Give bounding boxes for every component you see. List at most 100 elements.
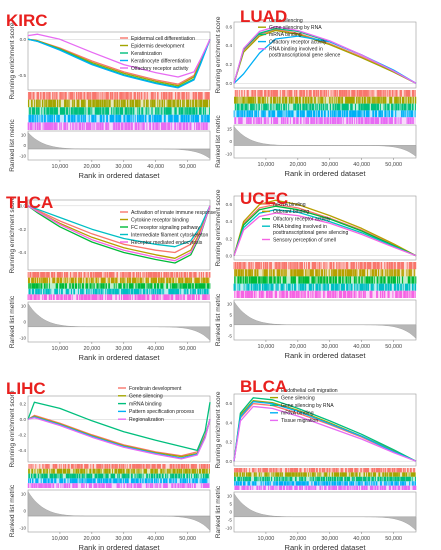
enrichment-plot-frame [27,395,211,463]
x-tick-label: 30,000 [321,162,338,168]
panel-luad: 0.6 0.4 0.2 0.0 15 0 -10 10,000 20,000 30,000 40,0… [215,7,417,178]
series-line-1 [27,205,211,254]
metric-plot-frame [27,489,211,533]
panel-thca: 0.0 -0.2 -0.4 10 0 -10 10,000 20,000 30,000 40,00… [6,193,216,362]
x-tick-label: 10,000 [52,536,69,542]
hit-band-3 [28,107,210,115]
metric-axis-label: Ranked list metric [9,484,16,537]
x-tick-label: 50,000 [179,164,196,170]
metric-axis-label: Ranked list metric [215,115,222,168]
metric-tick-label: 10 [227,302,233,307]
metric-tick-label: -10 [19,526,26,531]
panel-lihc: 0.2 0.0 -0.2 -0.4 10 0 -10 10,000 20,000 30,000 40… [6,379,211,550]
series-line-2 [233,199,417,257]
metric-tick-label: -5 [228,334,233,339]
metric-tick-label: 5 [229,312,232,317]
legend-label-2: Gene silencing by RNA [269,25,322,31]
panel-blca: 0.6 0.4 0.2 0.0 10 5 0 -5 -10 10,000 20,000 30,000 4… [215,377,417,550]
series-line-5 [27,205,211,262]
x-tick-label: 40,000 [353,162,370,168]
legend-label-5-cont: posttranscriptional gene silence [269,52,341,58]
metric-plot-frame [233,491,417,533]
y-tick-label: 0.2 [226,62,233,67]
cancer-label: THCA [6,193,53,212]
metric-tick-label: -10 [225,152,232,157]
legend-label-1: Endothelial cell migration [281,388,338,394]
metric-tick-label: 15 [227,127,233,132]
hit-ticks-4 [233,110,416,118]
y-tick-label: -0.4 [18,250,26,255]
legend-label-4: Olfactory receptor activity [269,39,327,45]
legend-label-2: Cytokine receptor binding [131,217,189,223]
series-line-4 [27,38,211,89]
metric-plot-frame [233,124,417,159]
legend-label-1: Forebrain development [129,386,182,392]
metric-tick-label: 10 [21,492,27,497]
legend-label-1: mRNA binding [273,202,306,208]
legend-label-3: FC receptor signaling pathway [131,225,200,231]
hit-ticks-4 [234,481,416,486]
series-line-4 [233,209,417,257]
x-tick-label: 50,000 [385,536,402,542]
legend-label-3: Gene silencing by RNA [281,403,334,409]
panel-ucec: 0.6 0.4 0.2 0.0 10 5 0 -5 10,000 20,000 30,000 40,0… [215,189,417,360]
y-tick-label: 0.4 [226,43,233,48]
metric-tick-label: 0 [229,139,232,144]
metric-tick-label: 10 [21,304,27,309]
x-tick-label: 40,000 [147,346,164,352]
y-axis-label: Running enrichment score [215,391,222,468]
metric-tick-label: -10 [225,526,232,531]
x-tick-label: 40,000 [147,536,164,542]
hit-ticks-5 [234,117,414,124]
panel-kirc: 0.0 -0.5 10 0 -10 10,000 20,000 30,000 40,000 50,… [6,11,211,180]
hit-ticks-3 [28,473,209,479]
y-tick-label: 0.6 [226,24,233,29]
legend-label-3: mRNA binding [269,32,302,38]
series-line-3 [27,401,211,452]
hit-ticks-2 [28,468,210,474]
hit-ticks-1 [235,90,416,97]
hit-ticks-4 [28,478,208,484]
hit-ticks-2 [234,472,416,477]
x-tick-label: 30,000 [321,536,338,542]
hit-band-5 [234,485,416,490]
y-tick-label: -0.2 [18,227,26,232]
series-line-3 [233,397,417,462]
legend-label-3: Olfactory receptor activity [273,217,331,223]
hit-ticks-3 [234,276,417,284]
series-line-3 [233,205,417,257]
series-line-2 [27,38,211,87]
x-tick-label: 40,000 [147,164,164,170]
legend-label-4: Intermediate filament cytoskeleton [131,232,208,238]
hit-ticks-2 [27,99,210,108]
series-line-1 [233,203,417,257]
y-axis-label: Running enrichment score [9,22,16,99]
metric-axis-label: Ranked list metric [215,485,222,538]
x-tick-label: 30,000 [321,344,338,350]
hit-band-1 [28,272,210,278]
hit-ticks-4 [28,288,209,295]
hit-band-2 [28,277,210,284]
series-line-4 [233,401,417,462]
series-line-4 [27,205,211,248]
x-tick-label: 20,000 [289,344,306,350]
legend-label-2: Epidermis development [131,43,185,49]
legend-label-5: Tissue migration [281,418,318,424]
hit-ticks-4 [233,283,417,291]
x-tick-label: 20,000 [289,162,306,168]
x-tick-label: 50,000 [179,346,196,352]
hit-ticks-1 [28,464,210,469]
metric-tick-label: 0 [23,509,26,514]
metric-tick-label: 0 [229,510,232,515]
x-tick-label: 10,000 [52,164,69,170]
y-tick-label: 0.4 [226,420,233,425]
series-line-5 [27,417,211,460]
legend-label-3: mRNA binding [129,401,162,407]
hit-ticks-3 [234,476,416,482]
x-tick-label: 20,000 [83,536,100,542]
x-axis-label: Rank in ordered dataset [284,543,366,550]
legend-label-5: Receptor mediated endocytosis [131,240,203,246]
cancer-label: LIHC [6,379,46,398]
hit-ticks-1 [27,272,211,278]
x-axis-label: Rank in ordered dataset [78,353,160,362]
